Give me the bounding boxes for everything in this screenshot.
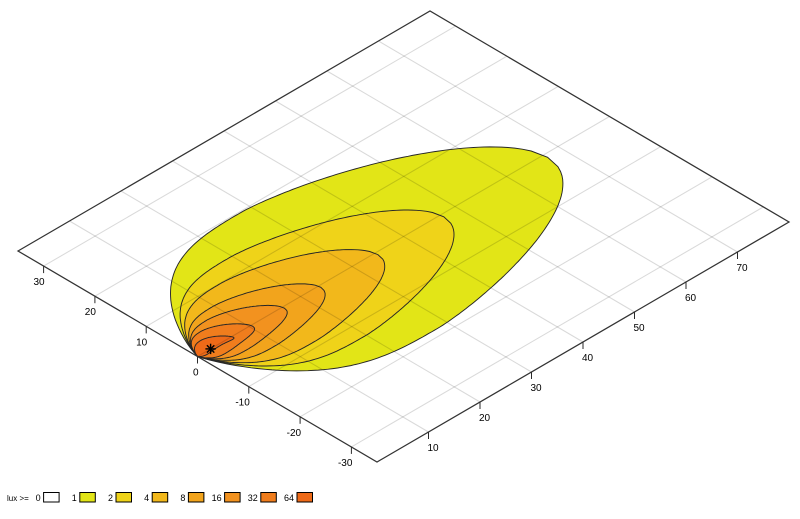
svg-text:16: 16 [212,493,222,503]
svg-text:8: 8 [180,493,185,503]
svg-text:32: 32 [248,493,258,503]
svg-text:-30: -30 [338,458,353,469]
svg-text:0: 0 [36,493,41,503]
svg-text:4: 4 [144,493,149,503]
svg-text:40: 40 [582,353,594,364]
svg-text:30: 30 [33,277,45,288]
svg-text:60: 60 [685,293,697,304]
svg-text:-10: -10 [235,398,250,409]
svg-text:64: 64 [284,493,294,503]
svg-text:50: 50 [633,323,645,334]
svg-text:30: 30 [530,383,542,394]
svg-text:lux >=: lux >= [7,494,29,503]
svg-text:1: 1 [72,493,77,503]
svg-text:10: 10 [427,443,439,454]
svg-text:2: 2 [108,493,113,503]
svg-text:-20: -20 [287,428,302,439]
svg-text:10: 10 [136,337,148,348]
svg-text:0: 0 [193,368,199,379]
svg-text:20: 20 [85,307,97,318]
svg-text:20: 20 [479,413,491,424]
svg-text:70: 70 [736,263,748,274]
